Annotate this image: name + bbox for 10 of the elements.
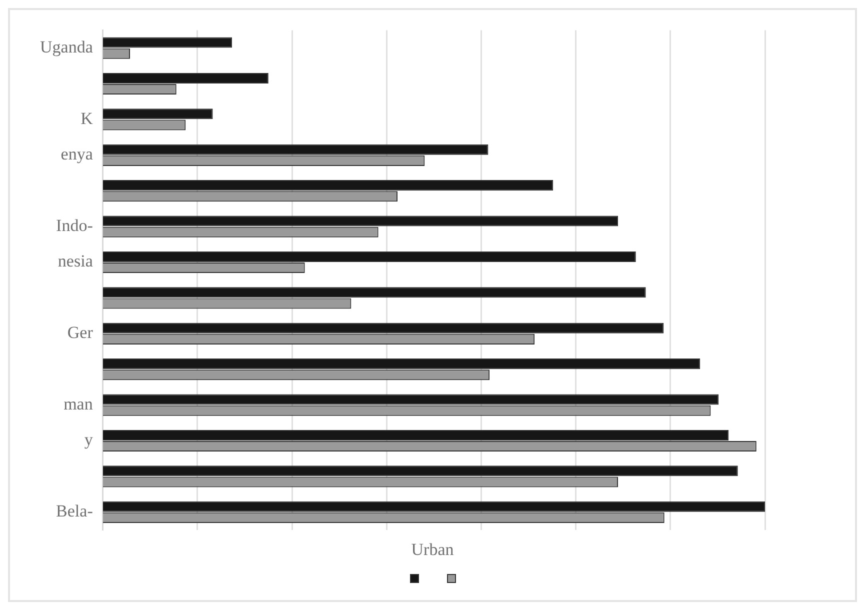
y-tick-label: Uganda: [40, 38, 94, 57]
y-tick-label: Bela-: [56, 502, 94, 521]
y-tick-label: nesia: [58, 252, 94, 271]
y-tick-label: y: [84, 430, 94, 450]
text: Urban: [410, 540, 455, 560]
y-tick-label: K: [80, 108, 94, 128]
y-tick-label: man: [64, 394, 94, 414]
y-tick-label: Indo-: [56, 216, 94, 236]
y-tick-label: enya: [60, 144, 94, 164]
y-tick-label: Ger: [67, 323, 94, 342]
